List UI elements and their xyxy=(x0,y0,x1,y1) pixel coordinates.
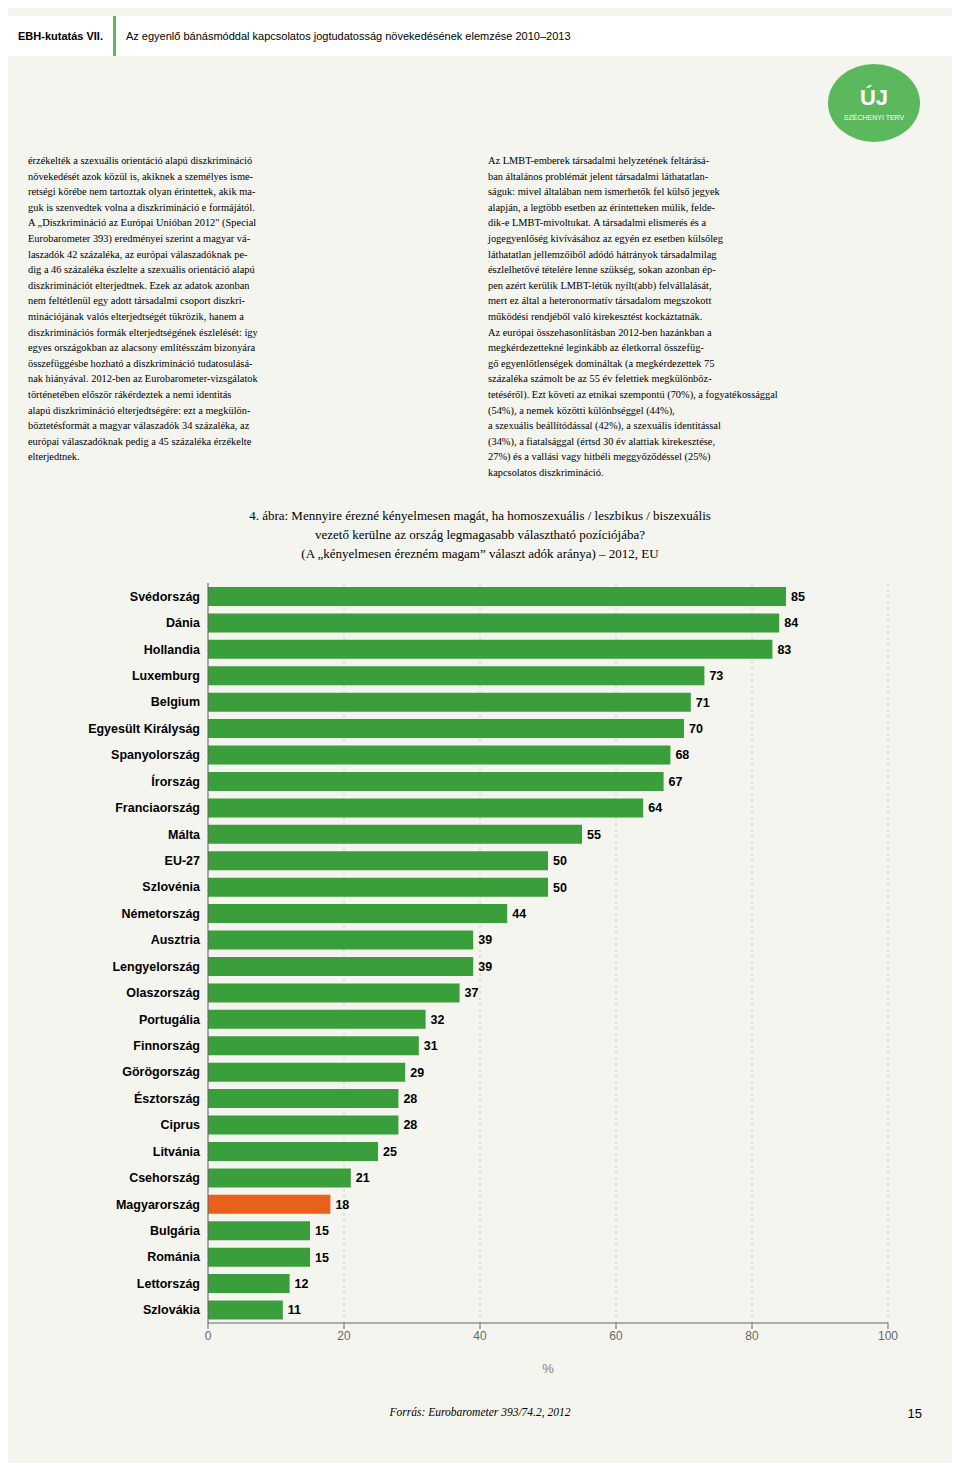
svg-text:60: 60 xyxy=(609,1329,623,1343)
svg-text:44: 44 xyxy=(512,907,526,921)
svg-text:50: 50 xyxy=(553,854,567,868)
svg-text:85: 85 xyxy=(791,590,805,604)
svg-text:73: 73 xyxy=(709,669,723,683)
svg-text:15: 15 xyxy=(315,1224,329,1238)
svg-text:Dánia: Dánia xyxy=(166,616,201,630)
svg-text:Ciprus: Ciprus xyxy=(160,1118,200,1132)
svg-text:Csehország: Csehország xyxy=(129,1171,200,1185)
svg-text:11: 11 xyxy=(288,1303,301,1317)
svg-text:50: 50 xyxy=(553,881,567,895)
svg-text:39: 39 xyxy=(478,960,492,974)
html-text:Az LMBT-emberek társadalmi hel: Az LMBT-emberek társadalmi helyzetének f… xyxy=(488,155,778,478)
svg-text:Olaszország: Olaszország xyxy=(126,986,200,1000)
svg-text:Franciaország: Franciaország xyxy=(115,801,200,815)
svg-text:28: 28 xyxy=(403,1092,417,1106)
html-text:4. ábra: Mennyire érezné kénye: 4. ábra: Mennyire érezné kényelmesen mag… xyxy=(249,508,711,523)
svg-text:21: 21 xyxy=(356,1171,370,1185)
svg-text:Írország: Írország xyxy=(151,774,200,789)
svg-text:Észtország: Észtország xyxy=(134,1091,200,1106)
svg-text:Magyarország: Magyarország xyxy=(116,1198,200,1212)
svg-text:Szlovákia: Szlovákia xyxy=(143,1303,201,1317)
svg-text:100: 100 xyxy=(878,1329,898,1343)
svg-text:Málta: Málta xyxy=(168,828,201,842)
svg-text:20: 20 xyxy=(337,1329,351,1343)
html-text:ÚJ: ÚJ xyxy=(859,84,889,110)
svg-text:67: 67 xyxy=(669,775,683,789)
svg-text:15: 15 xyxy=(315,1251,329,1265)
svg-text:Belgium: Belgium xyxy=(151,695,200,709)
svg-text:40: 40 xyxy=(473,1329,487,1343)
svg-text:39: 39 xyxy=(478,933,492,947)
svg-text:0: 0 xyxy=(205,1329,212,1343)
svg-text:Lengyelország: Lengyelország xyxy=(112,960,200,974)
svg-text:29: 29 xyxy=(410,1066,424,1080)
svg-text:83: 83 xyxy=(777,643,791,657)
svg-text:EU-27: EU-27 xyxy=(165,854,200,868)
html-text:SZÉCHENYI TERV: SZÉCHENYI TERV xyxy=(843,113,905,121)
html-text:Forrás: Eurobarometer 393/74.2: Forrás: Eurobarometer 393/74.2, 2012 xyxy=(389,1406,571,1418)
html-text:15: 15 xyxy=(907,1406,922,1421)
svg-text:68: 68 xyxy=(675,748,689,762)
svg-text:31: 31 xyxy=(424,1039,438,1053)
html-text:Az egyenlő bánásmóddal kapcsol: Az egyenlő bánásmóddal kapcsolatos jogtu… xyxy=(126,30,571,42)
svg-text:12: 12 xyxy=(295,1277,309,1291)
html-text:érzékelték a szexuális orientá: érzékelték a szexuális orientáció alapú … xyxy=(28,155,258,463)
svg-text:Románia: Románia xyxy=(147,1250,201,1264)
html-text:(A „kényelmesen érezném magam”: (A „kényelmesen érezném magam” választ a… xyxy=(301,546,659,561)
svg-text:Szlovénia: Szlovénia xyxy=(142,880,201,894)
svg-text:Luxemburg: Luxemburg xyxy=(132,669,200,683)
svg-text:Lettország: Lettország xyxy=(137,1277,200,1291)
svg-text:Németország: Németország xyxy=(122,907,201,921)
svg-text:Ausztria: Ausztria xyxy=(151,933,201,947)
svg-text:Egyesült Királyság: Egyesült Királyság xyxy=(88,722,200,736)
svg-text:Görögország: Görögország xyxy=(122,1065,200,1079)
svg-text:Portugália: Portugália xyxy=(139,1013,201,1027)
svg-text:28: 28 xyxy=(403,1118,417,1132)
html-text:vezető kerülne az ország legma: vezető kerülne az ország legmagasabb vál… xyxy=(315,527,645,542)
svg-text:71: 71 xyxy=(696,696,710,710)
svg-text:64: 64 xyxy=(648,801,662,815)
svg-text:Spanyolország: Spanyolország xyxy=(111,748,200,762)
html-text:EBH-kutatás VII.: EBH-kutatás VII. xyxy=(18,30,103,42)
svg-text:Finnország: Finnország xyxy=(133,1039,200,1053)
svg-text:37: 37 xyxy=(465,986,479,1000)
svg-text:70: 70 xyxy=(689,722,703,736)
svg-text:Hollandia: Hollandia xyxy=(144,643,201,657)
svg-text:Litvánia: Litvánia xyxy=(153,1145,201,1159)
svg-text:Bulgária: Bulgária xyxy=(150,1224,201,1238)
svg-text:Svédország: Svédország xyxy=(130,590,200,604)
svg-text:55: 55 xyxy=(587,828,601,842)
svg-text:18: 18 xyxy=(335,1198,349,1212)
svg-text:32: 32 xyxy=(431,1013,445,1027)
svg-text:25: 25 xyxy=(383,1145,397,1159)
svg-text:%: % xyxy=(542,1361,554,1376)
svg-text:84: 84 xyxy=(784,616,798,630)
svg-text:80: 80 xyxy=(745,1329,759,1343)
